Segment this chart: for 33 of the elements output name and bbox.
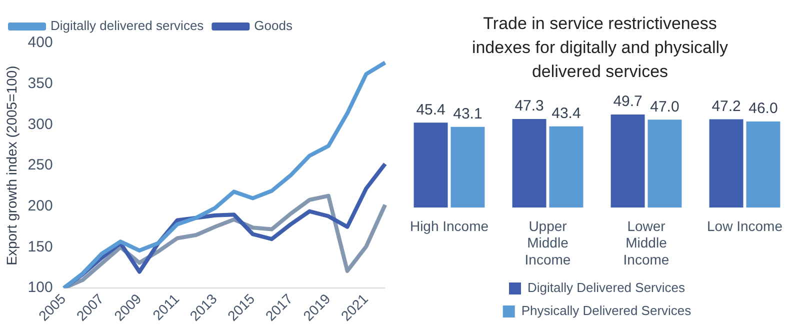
bar: [648, 120, 682, 208]
bar: [709, 119, 744, 208]
data-label: 47.2: [712, 98, 741, 115]
y-axis-title: Export growth index (2005=100): [3, 66, 20, 266]
data-label: 49.7: [613, 93, 642, 110]
legend-label: Digitally Delivered Services: [528, 280, 686, 296]
x-tick-label: Low Income: [707, 218, 783, 234]
legend-label: Physically Delivered Services: [521, 303, 692, 318]
data-label: 43.1: [453, 106, 482, 123]
x-tick-label: Lower Middle Income: [623, 218, 670, 268]
bar: [549, 126, 584, 208]
x-tick-label: High Income: [410, 218, 489, 234]
bar: [512, 119, 546, 208]
data-label: 46.0: [748, 100, 778, 118]
bar: [450, 126, 485, 208]
chart-title: Trade in service restrictiveness indexes for digitally and physically delivered services: [470, 13, 730, 83]
data-label: 45.4: [416, 101, 446, 118]
y-tick-label: 100: [28, 279, 53, 296]
y-tick-label: 300: [28, 116, 53, 133]
y-tick-label: 250: [28, 156, 53, 174]
y-tick-label: 350: [28, 74, 53, 92]
y-tick-label: 150: [28, 238, 53, 256]
data-label: 47.0: [650, 98, 680, 116]
y-tick-label: 400: [28, 34, 53, 52]
data-label: 43.4: [552, 104, 581, 122]
bar: [746, 121, 780, 208]
legend-label: Digitally delivered services: [50, 18, 204, 34]
bar: [610, 114, 645, 208]
data-label: 47.3: [514, 98, 544, 115]
legend-label: Goods: [254, 18, 293, 34]
x-tick-label: Upper Middle Income: [524, 218, 571, 268]
bar: [414, 122, 448, 208]
y-tick-label: 200: [28, 198, 53, 215]
